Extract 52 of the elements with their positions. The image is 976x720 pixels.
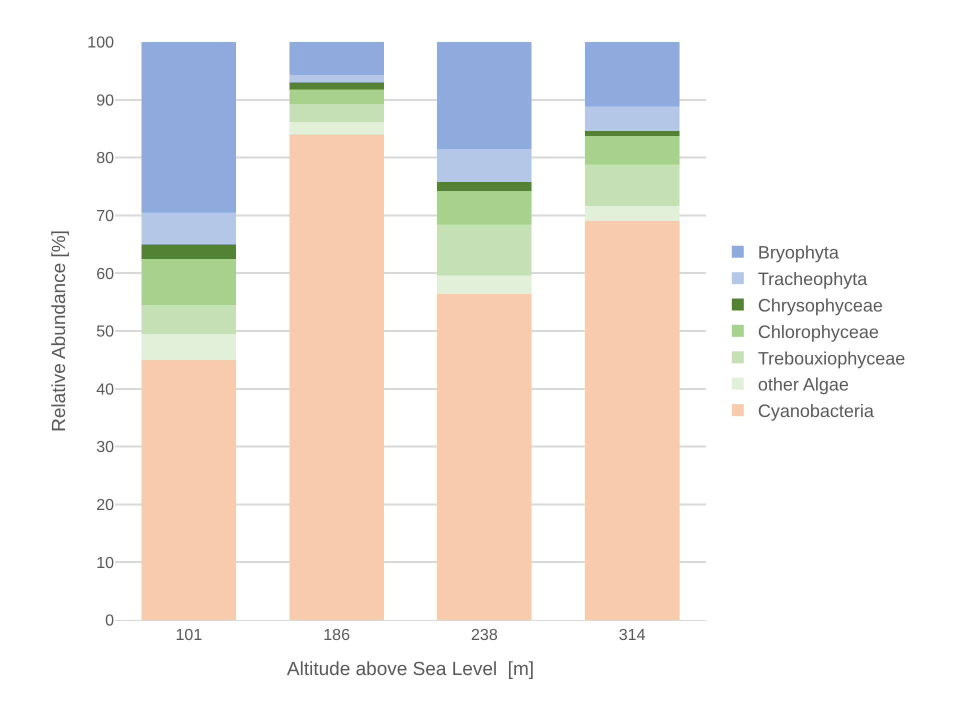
x-tick-label: 238 <box>471 627 498 644</box>
bar <box>289 82 384 90</box>
bar <box>289 42 384 75</box>
bar <box>437 294 532 620</box>
x-axis-title: Altitude above Sea Level [m] <box>286 659 534 680</box>
bar <box>142 258 236 305</box>
bar <box>584 136 680 165</box>
x-tick-label: 186 <box>323 627 350 644</box>
bar <box>437 148 532 182</box>
y-tick-label: 40 <box>96 381 114 398</box>
bar <box>437 182 532 192</box>
bar <box>437 224 532 276</box>
bar <box>584 131 680 136</box>
bar <box>584 206 680 222</box>
bar <box>437 42 532 149</box>
bar <box>584 42 680 107</box>
y-tick-label: 10 <box>96 554 114 572</box>
x-tick-label: 101 <box>176 627 202 644</box>
y-tick-label: 20 <box>96 497 114 514</box>
bar <box>142 212 236 244</box>
y-tick-label: 80 <box>96 150 114 168</box>
y-tick-label: 100 <box>87 34 114 52</box>
legend-label: Bryophyta <box>758 242 840 263</box>
bar <box>437 276 532 294</box>
y-axis-title: Relative Abundance [%] <box>49 230 70 432</box>
bar <box>437 191 532 225</box>
y-tick-label: 90 <box>96 92 114 110</box>
y-tick-label: 60 <box>96 266 114 283</box>
bar <box>142 244 236 259</box>
bar <box>142 360 236 620</box>
bar <box>289 122 384 134</box>
bar <box>289 74 384 82</box>
bar <box>142 304 236 334</box>
legend-label: Chlorophyceae <box>758 322 879 342</box>
bar <box>584 164 680 206</box>
bar <box>289 89 384 104</box>
bar <box>584 106 680 132</box>
legend-label: Trebouxiophyceae <box>758 348 906 368</box>
bar <box>142 42 236 213</box>
bar <box>289 104 384 122</box>
legend-label: other Algae <box>758 374 849 395</box>
legend-label: Tracheophyta <box>758 269 868 290</box>
bar <box>289 134 384 620</box>
y-tick-label: 30 <box>96 439 114 456</box>
legend-label: Cyanobacteria <box>758 401 875 422</box>
y-tick-label: 70 <box>96 208 114 225</box>
y-tick-label: 0 <box>105 612 114 630</box>
y-tick-label: 50 <box>96 324 114 341</box>
x-tick-label: 314 <box>618 627 646 644</box>
legend-label: Chrysophyceae <box>758 296 883 316</box>
bar <box>584 221 680 620</box>
bar <box>142 334 236 360</box>
